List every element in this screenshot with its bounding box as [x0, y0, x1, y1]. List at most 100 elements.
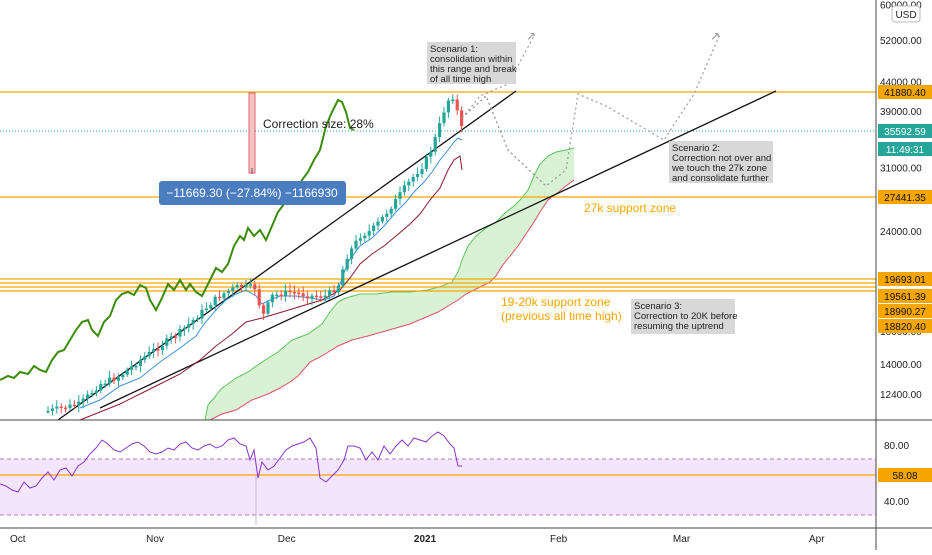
level-badge [878, 304, 932, 318]
scenario-2-line-2: Correction not over and [672, 153, 771, 164]
correction-measure-box[interactable] [248, 92, 256, 174]
level-label: 19561.39 [884, 292, 926, 303]
candle-body [372, 225, 376, 231]
candle-body [178, 329, 182, 337]
candle-body [165, 338, 169, 346]
candle-body [213, 296, 217, 306]
zone-20k-label-line2: (previous all time high) [501, 309, 622, 323]
candle-body [222, 293, 226, 299]
time-axis[interactable]: Oct Nov Dec 2021 Feb Mar Apr [10, 534, 825, 545]
candle-body [244, 284, 248, 287]
candle-body [380, 216, 384, 222]
candle-body [350, 248, 354, 259]
price-tick-label: 52000.00 [880, 36, 922, 47]
candle-body [446, 100, 450, 113]
candle-body [345, 258, 349, 270]
candle-body [354, 240, 358, 249]
candle-body [174, 336, 178, 338]
candle-body [112, 377, 116, 381]
candle-body [257, 289, 261, 306]
short-term-trendline[interactable] [57, 90, 517, 421]
candle-body [196, 318, 200, 321]
scenario-2-line-1: Scenario 2: [672, 143, 720, 154]
candle-body [50, 408, 54, 411]
rsi-axis[interactable]: 80.00 40.00 [884, 441, 909, 508]
candle-body [200, 309, 204, 319]
candle-body [248, 284, 252, 286]
candle-body [394, 198, 398, 209]
time-tick-label: Oct [10, 534, 26, 545]
candle-body [156, 349, 160, 351]
level-label: 27441.35 [884, 193, 926, 204]
scenario-1-line-3: this range and break [430, 64, 517, 75]
time-tick-label: Feb [550, 534, 568, 545]
candle-body [451, 99, 455, 101]
level-label: 19693.01 [884, 275, 926, 286]
candle-body [314, 295, 318, 298]
scenario-1-note[interactable]: Scenario 1: consolidation within this ra… [427, 42, 517, 85]
candle-body [99, 383, 103, 391]
cloud-senkou-b [209, 179, 575, 421]
candle-body [64, 407, 68, 410]
level-label: 41880.40 [884, 88, 926, 99]
rsi-tick-label: 40.00 [884, 497, 909, 508]
candle-body [262, 305, 266, 314]
candle-body [433, 137, 437, 152]
currency-label: USD [895, 10, 916, 21]
candle-body [134, 365, 138, 368]
level-label: 18990.27 [884, 307, 926, 318]
level-badge [878, 272, 932, 286]
candle-body [402, 185, 406, 193]
candle-body [270, 294, 274, 303]
scenario-3-line-3: resuming the uptrend [634, 321, 724, 332]
candle-body [116, 377, 120, 381]
time-tick-label: Nov [146, 534, 164, 545]
scenario-1-line-2: consolidation within [430, 54, 512, 65]
candle-body [253, 284, 257, 290]
candle-body [398, 192, 402, 199]
candle-body [86, 394, 90, 399]
candle-body [147, 351, 151, 357]
current-price-value: 35592.59 [884, 127, 926, 138]
candle-body [297, 292, 301, 295]
candle-body [385, 213, 389, 217]
scenario-3-note[interactable]: Scenario 3: Correction to 20K before res… [631, 299, 738, 334]
long-term-trendline[interactable] [99, 90, 777, 409]
price-tick-label: 24000.00 [880, 227, 922, 238]
candle-body [332, 290, 336, 293]
scenario-2-note[interactable]: Scenario 2: Correction not over and we t… [669, 141, 773, 184]
scenario-2-line-4: and consolidate further [672, 173, 769, 184]
countdown-badge [878, 142, 932, 156]
candle-body [130, 366, 134, 370]
candle-body [77, 401, 81, 406]
price-tick-label: 14000.00 [880, 360, 922, 371]
rsi-value-badge [878, 468, 932, 482]
price-tick-label: 39000.00 [880, 107, 922, 118]
candle-body [121, 374, 125, 378]
rsi-line [0, 431, 462, 493]
conversion-line [79, 137, 463, 409]
candle-body [288, 290, 292, 293]
level-badge [878, 190, 932, 204]
candle-body [108, 377, 112, 384]
price-tick-label: 44000.00 [880, 77, 922, 88]
candle-body [306, 296, 310, 299]
candle-body [143, 356, 147, 360]
currency-button[interactable] [891, 5, 921, 23]
candle-body [407, 181, 411, 186]
measure-label: −11669.30 (−27.84%) −1166930 [166, 186, 338, 200]
candle-body [389, 208, 393, 214]
candle-body [235, 285, 239, 288]
candle-body [279, 294, 283, 297]
candle-body [231, 287, 235, 291]
candle-body [204, 308, 208, 311]
candle-body [323, 295, 327, 298]
candle-body [319, 296, 323, 298]
candle-body [169, 336, 173, 339]
candle-body [160, 345, 164, 351]
candle-body [218, 296, 222, 299]
candle-body [68, 404, 72, 409]
price-tick-label: 12400.00 [880, 390, 922, 401]
